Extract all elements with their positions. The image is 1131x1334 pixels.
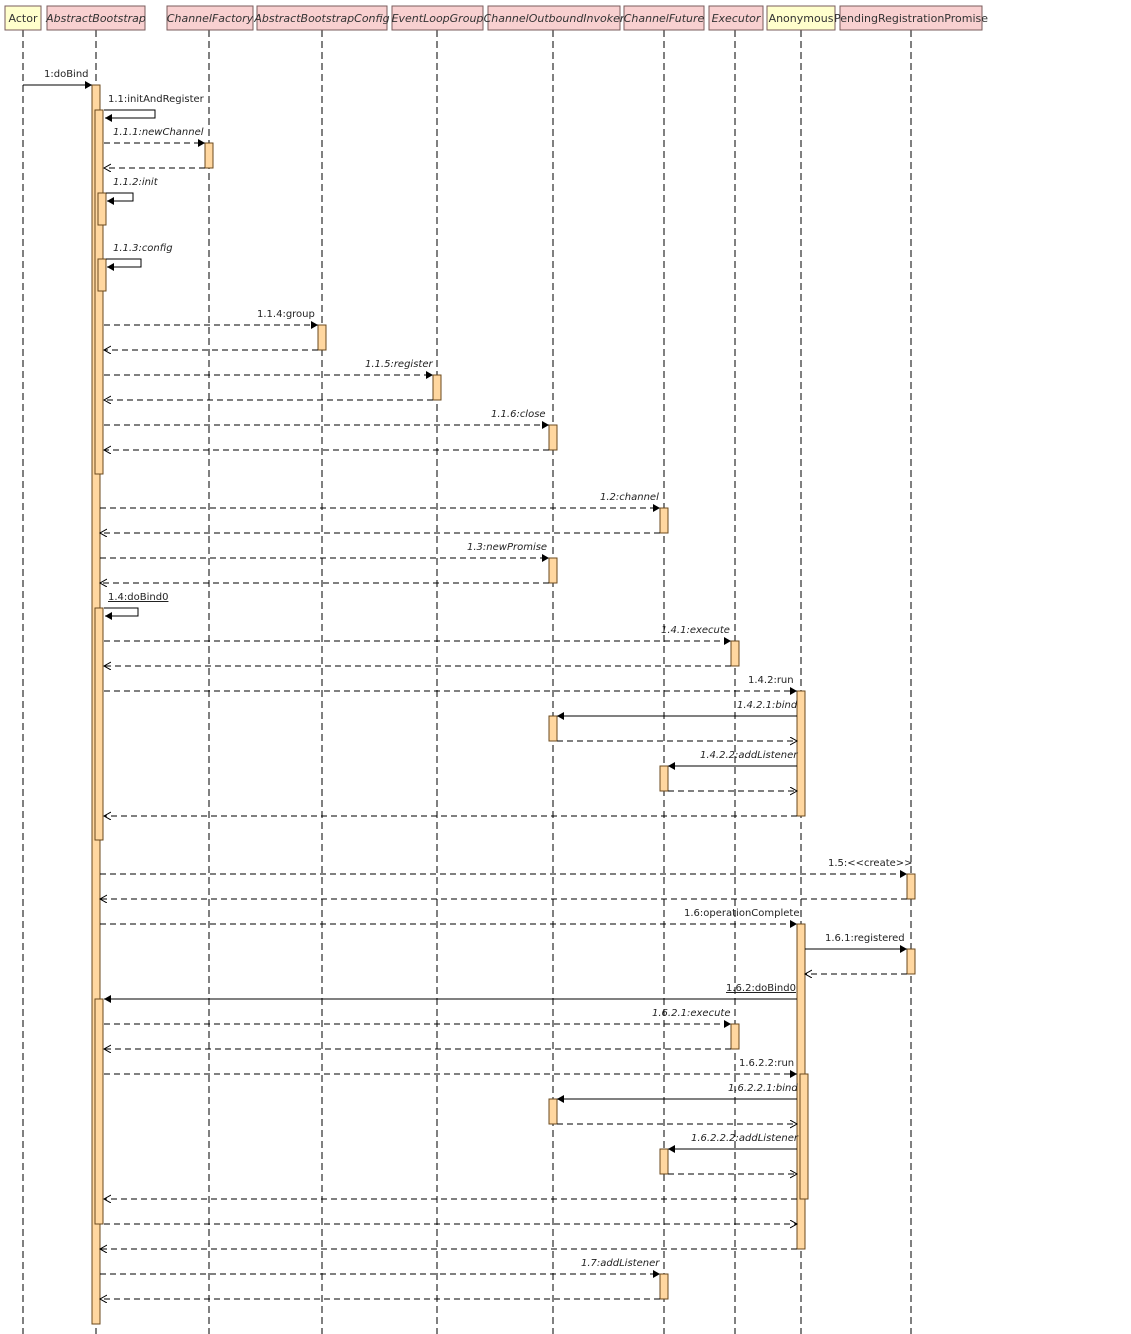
lifeline-header-abc: AbstractBootstrapConfig	[253, 5, 390, 31]
message-label: 1.6.2.2.1:bind	[728, 1083, 798, 1094]
message-call: 1.1.6:close	[104, 409, 549, 429]
message-label: 1.3:newPromise	[467, 542, 547, 553]
message-label: 1.7:addListener	[581, 1258, 660, 1269]
message-label: 1:doBind	[44, 69, 89, 80]
message-call: 1.4.2.1:bind	[557, 700, 798, 720]
message-self-call: 1.1.3:config	[106, 243, 173, 271]
activation-bar	[730, 1023, 740, 1050]
message-call: 1.2:channel	[100, 492, 660, 512]
lifeline-header-chf: ChannelFuture	[623, 5, 705, 31]
message-label: 1.6.2:doBind0	[726, 983, 796, 994]
lifeline-header-actor: Actor	[4, 5, 42, 31]
message-call: 1.1.5:register	[104, 359, 433, 379]
message-label: 1.6.2.2:run	[739, 1058, 794, 1069]
message-arrow	[104, 607, 139, 620]
message-label: 1.4:doBind0	[108, 592, 168, 603]
message-label: 1.6:operationComplete	[684, 908, 799, 919]
activation-layer	[91, 84, 916, 1325]
lifeline-label-abc: AbstractBootstrapConfig	[253, 12, 389, 25]
lifeline-label-coi: ChannelOutboundInvoker	[484, 12, 626, 25]
message-label: 1.1:initAndRegister	[108, 94, 205, 105]
message-call: 1.5:<<create>>	[100, 858, 913, 878]
message-label: 1.2:channel	[600, 492, 659, 503]
message-self-call: 1.4:doBind0	[104, 592, 168, 620]
message-call: 1.6.2.2:run	[104, 1058, 797, 1078]
lifeline-header-coi: ChannelOutboundInvoker	[484, 5, 626, 31]
activation-bar	[548, 1098, 558, 1125]
message-label: 1.6.1:registered	[825, 933, 905, 944]
lifeline-header-anon: Anonymous	[766, 5, 836, 31]
activation-bar	[906, 873, 916, 900]
activation-bar	[659, 1273, 669, 1300]
activation-bar	[548, 557, 558, 584]
lifeline-label-cf: ChannelFactory	[167, 12, 254, 25]
activation-bar	[94, 607, 104, 841]
message-call: 1.6.2.1:execute	[104, 1008, 731, 1028]
activation-bar	[906, 948, 916, 975]
message-call: 1.6.2.2.2:addListener	[668, 1133, 799, 1153]
message-call: 1.3:newPromise	[100, 542, 549, 562]
activation-bar	[548, 424, 558, 451]
message-call: 1.4.2.2:addListener	[668, 750, 798, 770]
lifeline-header-cf: ChannelFactory	[166, 5, 254, 31]
activation-bar	[97, 258, 107, 292]
message-layer: 1:doBind 1.1.1:newChannel 1.1.4:group 1.1.5…	[23, 69, 913, 1299]
message-label: 1.4.2.2:addListener	[700, 750, 798, 761]
activation-bar	[317, 324, 327, 351]
lifeline-label-prp: PendingRegistrationPromise	[834, 12, 988, 25]
activation-bar	[97, 192, 107, 226]
message-label: 1.1.5:register	[365, 359, 433, 370]
message-label: 1.1.4:group	[257, 309, 315, 320]
header-layer: Actor AbstractBootstrap ChannelFactory Abst…	[4, 5, 988, 31]
lifeline-header-prp: PendingRegistrationPromise	[834, 5, 988, 31]
activation-bar	[730, 640, 740, 667]
message-label: 1.6.2.1:execute	[652, 1008, 731, 1019]
message-call: 1.1.1:newChannel	[104, 127, 205, 147]
message-call: 1.4.2:run	[104, 675, 797, 695]
message-call: 1.4.1:execute	[104, 625, 731, 645]
lifeline-label-actor: Actor	[9, 12, 38, 25]
message-label: 1.1.6:close	[491, 409, 546, 420]
message-arrow	[106, 192, 134, 205]
message-label: 1.1.3:config	[113, 243, 173, 254]
message-label: 1.5:<<create>>	[828, 858, 913, 869]
lifeline-header-exe: Executor	[708, 5, 764, 31]
lifeline-label-anon: Anonymous	[769, 12, 834, 25]
message-call: 1:doBind	[23, 69, 92, 89]
lifeline-label-exe: Executor	[712, 12, 762, 25]
message-label: 1.4.2.1:bind	[737, 700, 798, 711]
message-arrow	[104, 109, 156, 122]
lifeline-header-elg: EventLoopGroup	[391, 5, 484, 31]
lifeline-header-ab: AbstractBootstrap	[45, 5, 146, 31]
activation-bar	[94, 109, 104, 475]
message-label: 1.1.1:newChannel	[113, 127, 204, 138]
message-call: 1.6.2:doBind0	[104, 983, 797, 1003]
activation-bar	[204, 142, 214, 169]
activation-bar	[94, 998, 104, 1225]
activation-bar	[796, 690, 806, 817]
lifeline-label-ab: AbstractBootstrap	[45, 12, 146, 25]
activation-bar	[548, 715, 558, 742]
message-arrow	[106, 258, 142, 271]
message-self-call: 1.1.2:init	[106, 177, 159, 205]
activation-bar	[659, 765, 669, 792]
activation-bar	[659, 1148, 669, 1175]
message-label: 1.4.2:run	[748, 675, 794, 686]
activation-bar	[659, 507, 669, 534]
message-call: 1.1.4:group	[104, 309, 318, 329]
lifeline-label-elg: EventLoopGroup	[392, 12, 484, 25]
message-label: 1.6.2.2.2:addListener	[691, 1133, 799, 1144]
message-call: 1.6:operationComplete	[100, 908, 799, 928]
message-label: 1.4.1:execute	[661, 625, 730, 636]
message-label: 1.1.2:init	[113, 177, 159, 188]
activation-bar	[799, 1073, 809, 1200]
activation-bar	[432, 374, 442, 401]
message-call: 1.6.2.2.1:bind	[557, 1083, 798, 1103]
message-call: 1.7:addListener	[100, 1258, 660, 1278]
message-call: 1.6.1:registered	[805, 933, 907, 953]
lifeline-label-chf: ChannelFuture	[624, 12, 705, 25]
message-self-call: 1.1:initAndRegister	[104, 94, 205, 122]
